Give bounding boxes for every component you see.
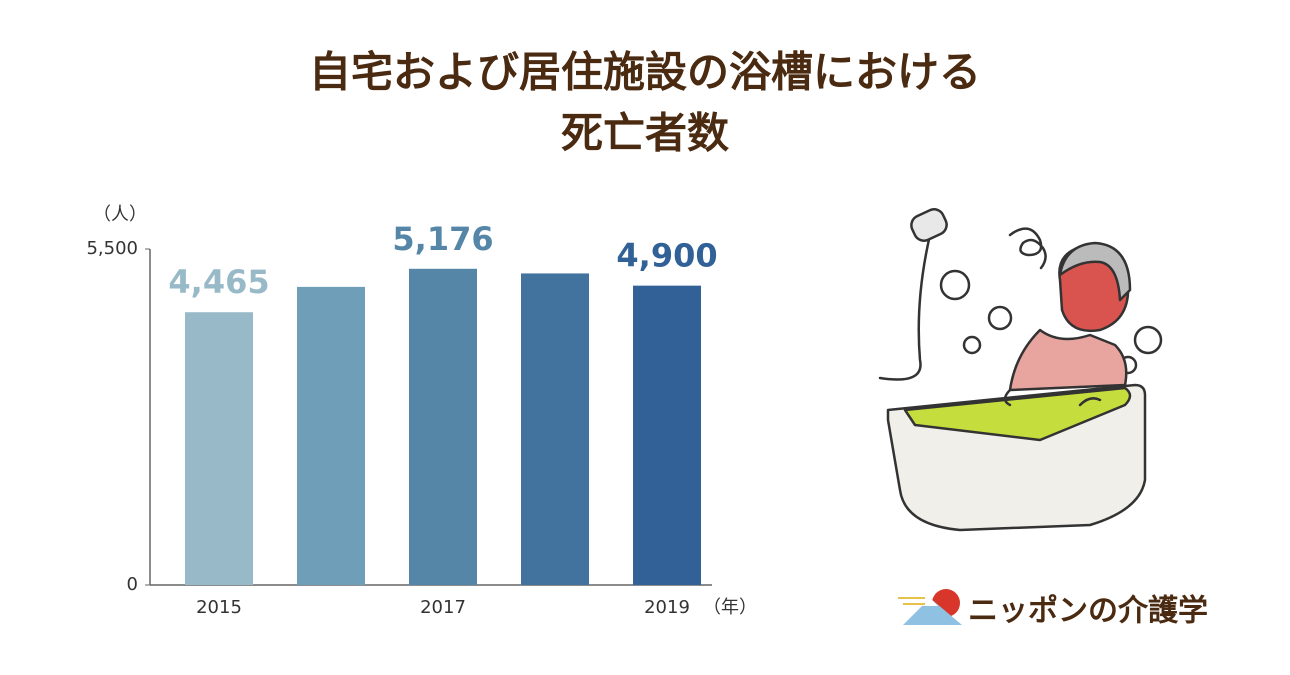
bar	[633, 285, 701, 585]
chart-title: 自宅および居住施設の浴槽における	[309, 48, 981, 97]
chart-title: 死亡者数	[561, 109, 729, 158]
value-label: 4,900	[616, 237, 717, 275]
value-label: 4,465	[168, 263, 269, 301]
logo-icon	[898, 589, 962, 625]
bar	[409, 268, 477, 585]
y-tick-label: 0	[127, 574, 138, 595]
logo: ニッポンの介護学	[968, 594, 1208, 629]
bar	[185, 312, 253, 585]
x-tick-label: 2015	[196, 597, 242, 618]
bar	[297, 286, 365, 585]
y-tick-label: 5,500	[86, 238, 138, 259]
x-tick-label: 2017	[420, 597, 466, 618]
x-tick-label: 2019	[644, 597, 690, 618]
bar	[521, 273, 589, 585]
x-unit: （年）	[703, 597, 757, 618]
y-unit: （人）	[93, 204, 147, 225]
illustration	[878, 208, 1163, 532]
value-label: 5,176	[392, 220, 493, 258]
